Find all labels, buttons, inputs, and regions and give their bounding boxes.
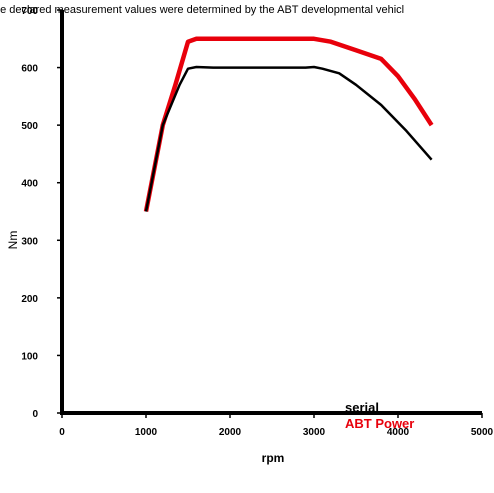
series-line-abt-power [143,36,434,212]
y-tick-label: 100 [21,351,38,362]
series-line-serial [144,65,433,212]
x-tick-label: 3000 [303,427,326,438]
y-tick-label: 500 [21,121,38,132]
axis-ticks: 0 100 200 300 400 500 600 700 0 1000 2000 3000 4000 5… [21,6,493,438]
y-tick-label: 600 [21,64,38,75]
y-tick-label: 0 [32,409,38,420]
x-tick-label: 0 [59,427,65,438]
legend-entry-serial: serial [345,400,379,415]
chart-title: he declared measurement values were dete… [0,4,404,16]
x-tick-label: 5000 [471,427,494,438]
plot-area [143,36,434,212]
x-tick-label: 4000 [387,427,410,438]
x-tick-label: 2000 [219,427,242,438]
x-axis-title: rpm [262,451,285,465]
x-tick-label: 1000 [135,427,158,438]
legend-entry-abt-power: ABT Power [345,416,414,431]
y-tick-label: 200 [21,294,38,305]
y-tick-label: 700 [21,6,38,17]
y-axis-title: Nm [6,231,20,250]
y-tick-label: 400 [21,179,38,190]
y-tick-label: 300 [21,236,38,247]
